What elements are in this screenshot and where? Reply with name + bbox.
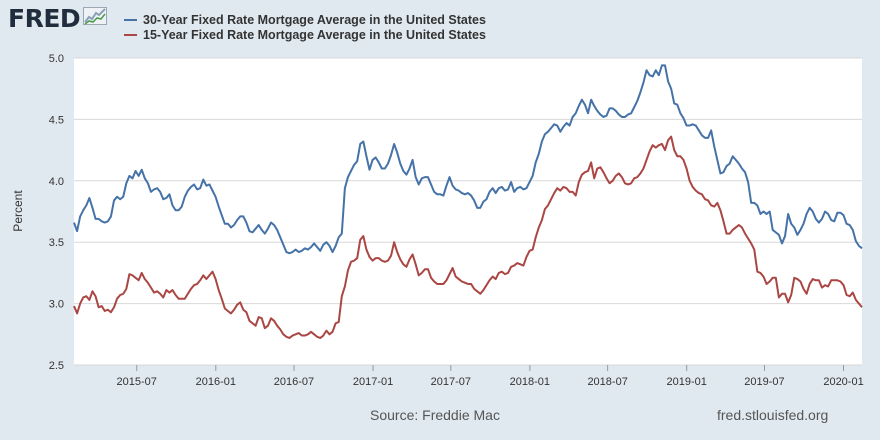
legend-item-15y[interactable]: 15-Year Fixed Rate Mortgage Average in t…	[124, 27, 486, 42]
y-tick-label: 4.0	[49, 176, 64, 188]
y-tick-label: 3.0	[49, 299, 64, 311]
fred-logo[interactable]: FRED	[8, 4, 108, 33]
x-tick-label: 2017-07	[431, 376, 471, 388]
logo-text: FRED	[8, 4, 81, 33]
fred-url-link[interactable]: fred.stlouisfed.org	[717, 407, 829, 423]
x-tick-label: 2018-01	[510, 376, 550, 388]
series-line-30y[interactable]	[73, 64, 863, 255]
legend-item-30y[interactable]: 30-Year Fixed Rate Mortgage Average in t…	[124, 12, 486, 27]
y-axis-label: Percent	[11, 190, 25, 232]
legend-swatch-30y	[124, 18, 137, 21]
x-tick-label: 2018-07	[587, 376, 627, 388]
series-line-15y[interactable]	[73, 135, 863, 339]
chart-legend: 30-Year Fixed Rate Mortgage Average in t…	[124, 12, 486, 42]
legend-label-30y: 30-Year Fixed Rate Mortgage Average in t…	[143, 12, 486, 27]
legend-swatch-15y	[124, 33, 137, 36]
y-tick-label: 2.5	[49, 360, 64, 372]
x-tick-label: 2019-01	[667, 376, 707, 388]
x-tick-label: 2019-07	[744, 376, 784, 388]
x-tick-label: 2015-07	[117, 376, 157, 388]
y-tick-label: 4.5	[49, 114, 64, 126]
fred-chart-icon	[83, 6, 108, 31]
x-tick-label: 2016-01	[196, 376, 236, 388]
x-tick-label: 2020-01	[823, 376, 863, 388]
y-tick-label: 3.5	[49, 237, 64, 249]
x-tick-label: 2017-01	[353, 376, 393, 388]
x-tick-label: 2016-07	[274, 376, 314, 388]
legend-label-15y: 15-Year Fixed Rate Mortgage Average in t…	[143, 27, 486, 42]
source-label: Source: Freddie Mac	[370, 407, 500, 423]
plot-area	[74, 58, 862, 365]
y-tick-label: 5.0	[49, 53, 64, 65]
